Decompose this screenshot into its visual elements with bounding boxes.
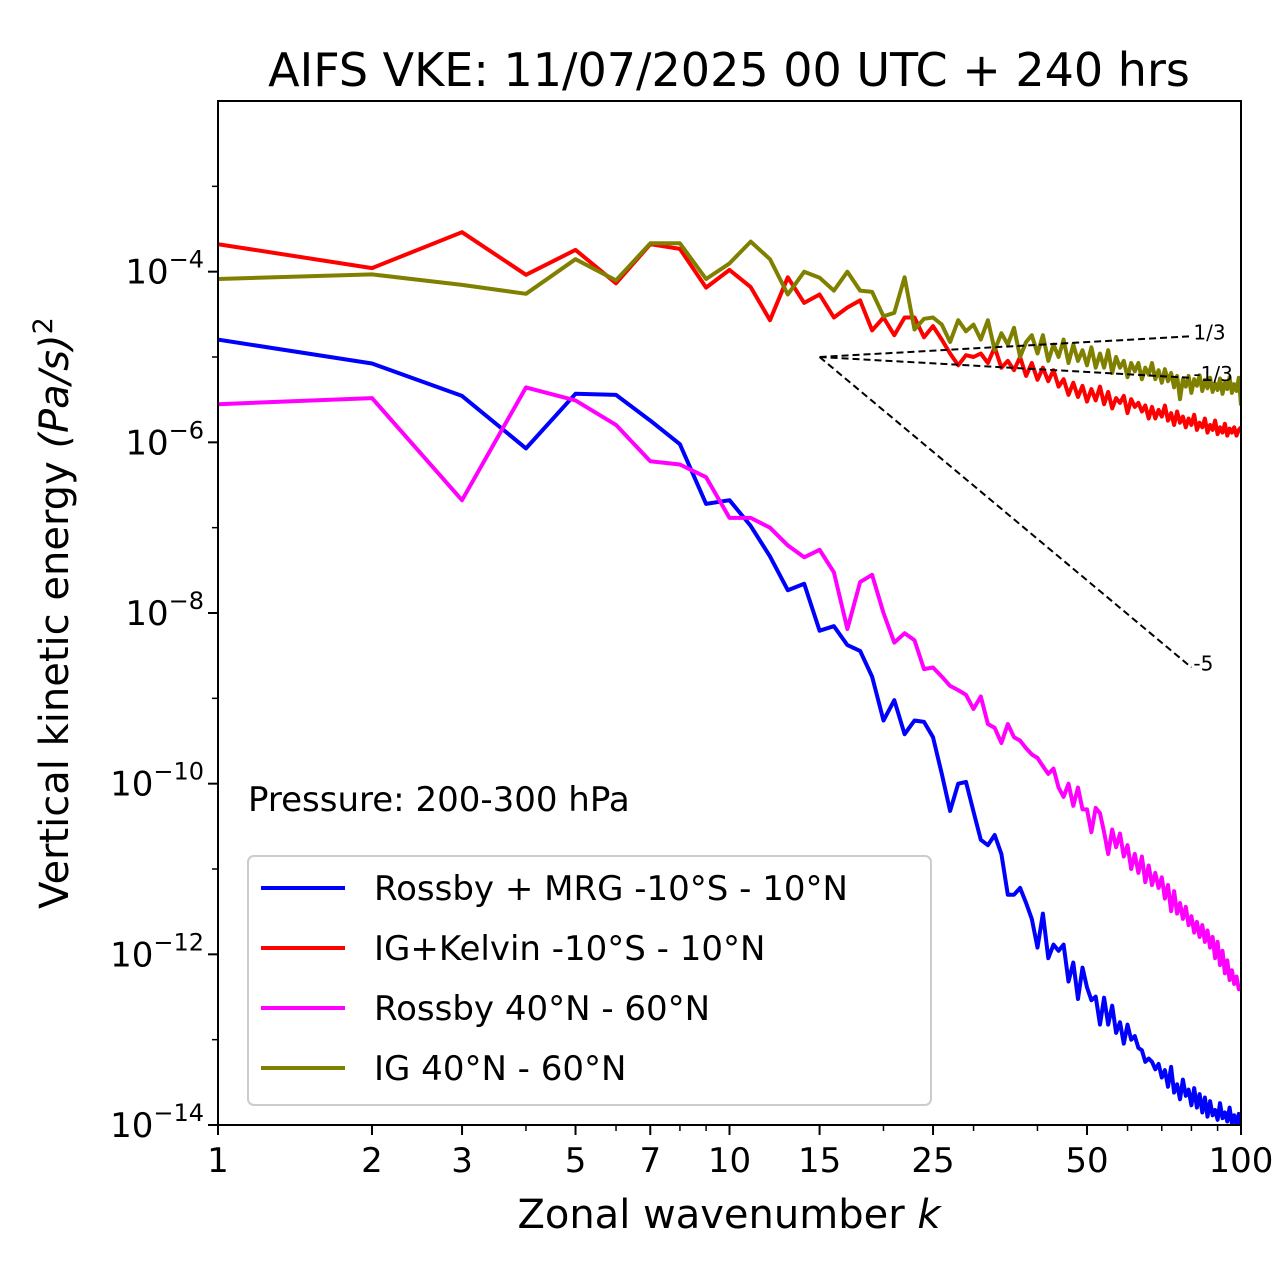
y-axis-label-unit-exponent: 2 <box>28 317 59 334</box>
reference-label-1: -1/3 <box>1193 362 1232 386</box>
reference-line-1 <box>819 356 1192 379</box>
x-tick-label-2: 3 <box>451 1141 473 1181</box>
legend-label-0: Rossby + MRG -10°S - 10°N <box>374 869 848 909</box>
y-axis-label-text: Vertical kinetic energy <box>32 461 78 909</box>
x-tick-label-3: 5 <box>565 1141 587 1181</box>
x-tick-label-6: 15 <box>798 1141 841 1181</box>
series-layer <box>218 230 1241 1125</box>
y-axis-label-unit: (Pa/s) <box>32 334 78 448</box>
x-axis-label-variable: k <box>917 1192 942 1238</box>
legend-label-1: IG+Kelvin -10°S - 10°N <box>374 929 765 969</box>
y-tick-label-3: 10−8 <box>125 587 204 634</box>
x-tick-label-9: 100 <box>1209 1141 1274 1181</box>
reference-line-2 <box>818 356 1193 669</box>
pressure-annotation: Pressure: 200-300 hPa <box>248 780 630 820</box>
y-tick-label-4: 10−6 <box>125 416 204 463</box>
x-tick-label-8: 50 <box>1065 1141 1108 1181</box>
x-axis-label-text: Zonal wavenumber <box>517 1192 905 1238</box>
reference-label-2: -5 <box>1193 651 1213 675</box>
x-axis-ticks: 1 2 3 5 7 10 15 25 50 100 <box>207 1125 1273 1181</box>
legend-label-2: Rossby 40°N - 60°N <box>374 989 710 1029</box>
y-tick-label-0: 10−14 <box>110 1099 204 1146</box>
reference-lines <box>818 335 1193 669</box>
x-tick-label-1: 2 <box>361 1141 383 1181</box>
reference-labels: 1/3 -1/3 -5 <box>1193 320 1232 675</box>
legend-frame <box>247 855 932 1106</box>
y-axis-label: Vertical kinetic energy (Pa/s)2 <box>28 317 78 909</box>
y-tick-label-1: 10−12 <box>110 928 204 975</box>
chart-title: AIFS VKE: 11/07/2025 00 UTC + 240 hrs <box>268 43 1190 97</box>
series-line-1 <box>218 230 1241 438</box>
legend-label-3: IG 40°N - 60°N <box>374 1049 626 1089</box>
y-axis-ticks: 10−14 10−12 10−10 10−8 10−6 10−4 <box>110 185 218 1146</box>
y-tick-label-5: 10−4 <box>125 246 204 293</box>
x-axis-label: Zonal wavenumber k <box>517 1192 942 1238</box>
series-line-2 <box>218 385 1241 992</box>
reference-label-0: 1/3 <box>1193 320 1225 344</box>
x-tick-label-0: 1 <box>207 1141 229 1181</box>
y-tick-label-2: 10−10 <box>110 758 204 805</box>
series-line-3 <box>218 239 1241 406</box>
x-tick-label-5: 10 <box>708 1141 751 1181</box>
plot-area: 1/3 -1/3 -5 <box>217 100 1242 1126</box>
x-tick-label-4: 7 <box>639 1141 661 1181</box>
reference-line-0 <box>819 335 1192 358</box>
legend: Rossby + MRG -10°S - 10°N IG+Kelvin -10°S… <box>247 855 932 1106</box>
series-line-0 <box>218 337 1241 1125</box>
x-tick-label-7: 25 <box>911 1141 954 1181</box>
